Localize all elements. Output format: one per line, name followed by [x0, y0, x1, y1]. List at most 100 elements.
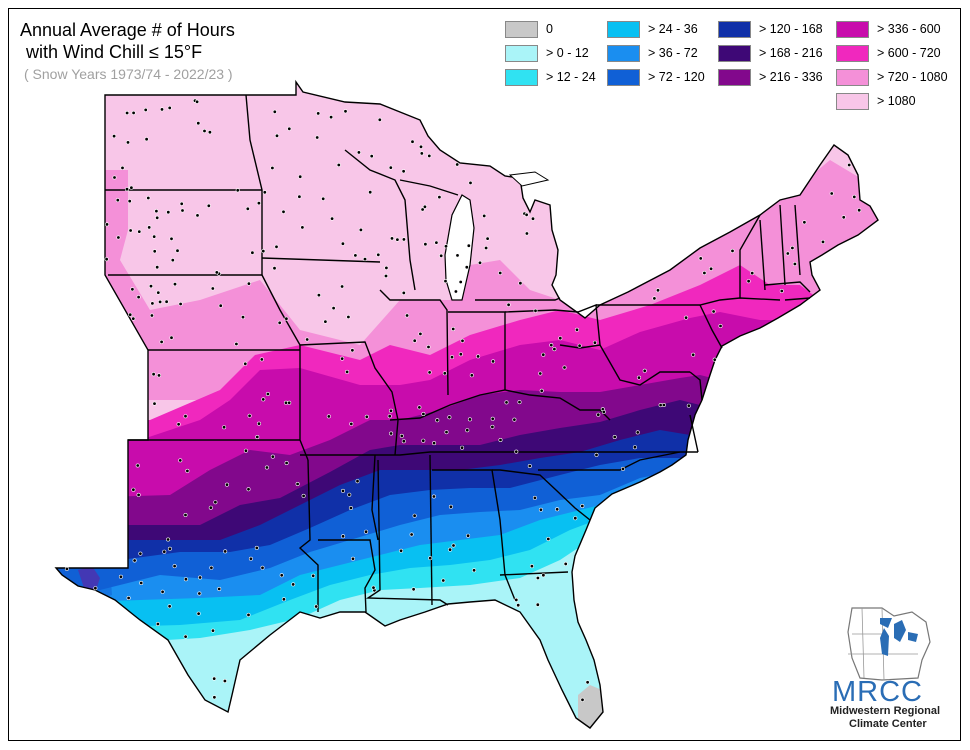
station-dot: [746, 279, 751, 284]
station-dot: [427, 153, 432, 158]
legend-swatch: [718, 44, 751, 62]
station-dot: [297, 194, 302, 199]
station-dot: [388, 165, 393, 170]
station-dot: [580, 503, 585, 508]
station-dot: [524, 231, 529, 236]
station-dot: [712, 357, 717, 362]
station-dot: [128, 312, 133, 317]
station-dot: [169, 335, 174, 340]
station-dot: [549, 343, 554, 348]
station-dot: [207, 130, 212, 135]
station-dot: [146, 196, 151, 201]
station-dot: [636, 375, 641, 380]
station-dot: [437, 195, 442, 200]
station-dot: [466, 243, 471, 248]
legend-label: 0: [546, 22, 553, 36]
station-dot: [144, 137, 149, 142]
station-dot: [112, 175, 117, 180]
station-dot: [209, 565, 214, 570]
mrcc-logo-map-icon: [847, 607, 931, 681]
station-dot: [401, 237, 406, 242]
station-dot: [284, 460, 289, 465]
legend-swatch: [836, 68, 869, 86]
station-dot: [750, 271, 755, 276]
station-dot: [183, 577, 188, 582]
station-dot: [143, 107, 148, 112]
station-dot: [340, 284, 345, 289]
station-dot: [460, 338, 465, 343]
station-dot: [563, 561, 568, 566]
station-dot: [469, 373, 474, 378]
station-dot: [160, 589, 165, 594]
station-dot: [451, 326, 456, 331]
station-dot: [130, 287, 135, 292]
station-dot: [131, 487, 136, 492]
station-dot: [301, 493, 306, 498]
station-dot: [620, 466, 625, 471]
station-dot: [198, 575, 203, 580]
station-dot: [256, 421, 261, 426]
station-dot: [105, 222, 110, 227]
station-dot: [417, 405, 422, 410]
legend-item: > 36 - 72: [607, 44, 698, 62]
station-dot: [234, 341, 239, 346]
station-dot: [195, 213, 200, 218]
station-dot: [315, 135, 320, 140]
station-dot: [254, 545, 259, 550]
station-markers: [64, 98, 862, 702]
station-dot: [418, 331, 423, 336]
station-dot: [535, 575, 540, 580]
station-dot: [711, 309, 716, 314]
legend-label: > 216 - 336: [759, 70, 823, 84]
station-dot: [448, 504, 453, 509]
station-dot: [212, 695, 217, 700]
station-dot: [138, 551, 143, 556]
station-dot: [218, 303, 223, 308]
station-dot: [202, 129, 207, 134]
station-dot: [217, 586, 222, 591]
station-dot: [260, 565, 265, 570]
station-dot: [158, 299, 163, 304]
station-dot: [409, 532, 414, 537]
station-dot: [169, 236, 174, 241]
station-dot: [250, 250, 255, 255]
legend-swatch: [607, 68, 640, 86]
station-dot: [222, 425, 227, 430]
station-dot: [104, 257, 109, 262]
station-dot: [281, 597, 286, 602]
station-dot: [179, 201, 184, 206]
station-dot: [341, 534, 346, 539]
station-dot: [295, 481, 300, 486]
station-dot: [355, 479, 360, 484]
station-dot: [197, 591, 202, 596]
station-dot: [546, 536, 551, 541]
station-dot: [208, 505, 213, 510]
station-dot: [264, 465, 269, 470]
station-dot: [132, 558, 137, 563]
station-dot: [340, 488, 345, 493]
station-dot: [460, 445, 465, 450]
map-subtitle: ( Snow Years 1973/74 - 2022/23 ): [24, 66, 233, 82]
legend-item: > 12 - 24: [505, 68, 596, 86]
station-dot: [514, 597, 519, 602]
station-dot: [447, 415, 452, 420]
legend-swatch: [505, 20, 538, 38]
station-dot: [149, 284, 154, 289]
station-dot: [272, 109, 277, 114]
station-dot: [362, 257, 367, 262]
station-dot: [183, 634, 188, 639]
station-dot: [829, 191, 834, 196]
station-dot: [116, 235, 121, 240]
legend-label: > 336 - 600: [877, 22, 941, 36]
station-dot: [183, 414, 188, 419]
station-dot: [472, 568, 477, 573]
station-dot: [444, 430, 449, 435]
station-dot: [652, 296, 657, 301]
legend-label: > 36 - 72: [648, 46, 698, 60]
station-dot: [399, 548, 404, 553]
station-dot: [155, 265, 160, 270]
station-dot: [538, 371, 543, 376]
station-dot: [125, 111, 130, 116]
station-dot: [574, 327, 579, 332]
station-dot: [255, 434, 260, 439]
